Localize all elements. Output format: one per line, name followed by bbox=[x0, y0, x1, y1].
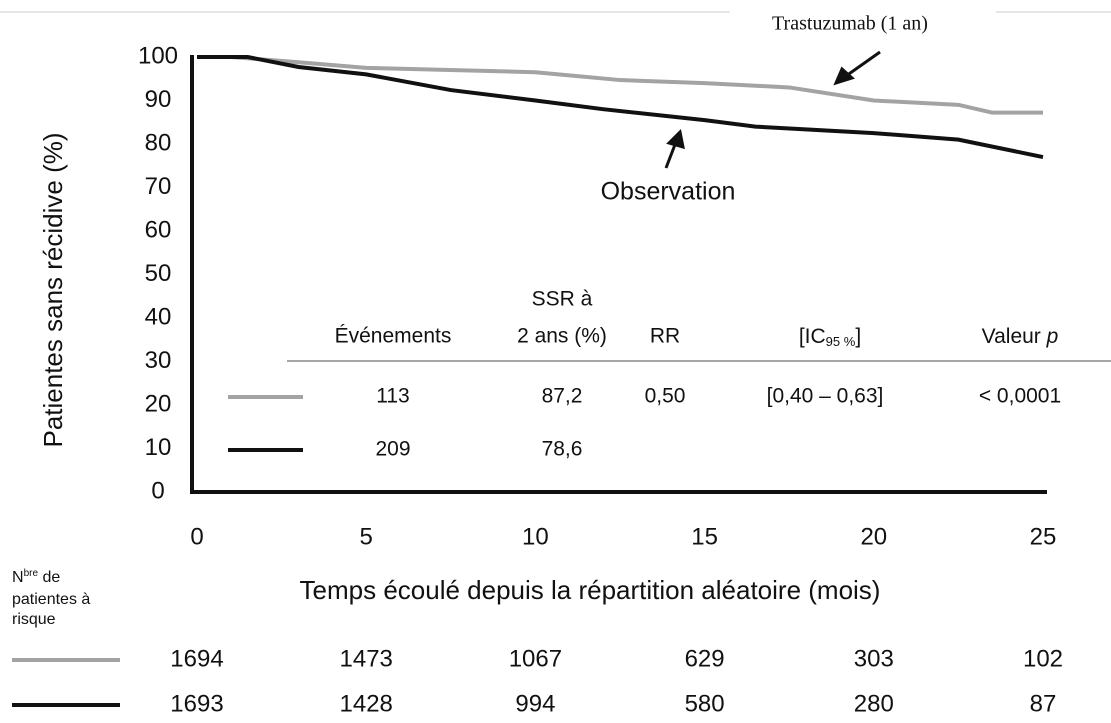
at-risk-count: 994 bbox=[515, 690, 555, 717]
table-cell: 113 bbox=[376, 385, 409, 408]
y-tick-label: 100 bbox=[138, 42, 178, 69]
annotation: Trastuzumab (1 an) bbox=[772, 13, 928, 35]
table-cell: 209 bbox=[375, 438, 410, 461]
label-part: de bbox=[38, 569, 60, 586]
at-risk-count: 1473 bbox=[340, 645, 393, 672]
x-tick-label: 0 bbox=[190, 523, 203, 550]
at-risk-label: patientes à bbox=[12, 591, 90, 608]
at-risk-count: 303 bbox=[854, 645, 894, 672]
at-risk-count: 580 bbox=[685, 690, 725, 717]
table-cell: 78,6 bbox=[542, 438, 583, 461]
y-tick-label: 90 bbox=[145, 86, 172, 113]
arrows bbox=[664, 50, 881, 169]
x-tick-label: 25 bbox=[1030, 523, 1057, 550]
at-risk-count: 102 bbox=[1023, 645, 1063, 672]
header-part: Valeur bbox=[982, 325, 1041, 348]
y-tick-label: 20 bbox=[145, 390, 172, 417]
header: 2 ans (%) bbox=[517, 325, 607, 348]
arrow bbox=[664, 141, 678, 169]
at-risk-label: Nbre de bbox=[12, 568, 60, 587]
header-part: p bbox=[1046, 325, 1059, 348]
table-cell: [0,40 – 0,63] bbox=[767, 385, 884, 408]
header-part: ] bbox=[855, 325, 861, 348]
survival-curve bbox=[197, 55, 1044, 160]
y-tick-label: 70 bbox=[145, 173, 172, 200]
x-tick-label: 5 bbox=[360, 523, 373, 550]
y-axis-label: Patientes sans récidive (%) bbox=[38, 132, 68, 447]
survival-curve bbox=[197, 55, 1043, 115]
y-tick-label: 60 bbox=[145, 216, 172, 243]
at-risk-label: risque bbox=[12, 611, 56, 628]
arrowhead bbox=[833, 66, 855, 86]
arrow bbox=[845, 50, 881, 78]
x-tick-label: 20 bbox=[860, 523, 887, 550]
at-risk-count: 87 bbox=[1030, 690, 1057, 717]
header: Valeur p bbox=[982, 325, 1059, 348]
y-tick-label: 30 bbox=[145, 347, 172, 374]
x-tick-label: 10 bbox=[522, 523, 549, 550]
table-cell: < 0,0001 bbox=[979, 385, 1061, 408]
at-risk-count: 1428 bbox=[340, 690, 393, 717]
header-part: [IC bbox=[799, 325, 826, 348]
at-risk-count: 629 bbox=[685, 645, 725, 672]
x-axis-label: Temps écoulé depuis la répartition aléat… bbox=[300, 575, 881, 605]
header-sub: 95 % bbox=[826, 334, 856, 349]
x-tick-label: 15 bbox=[691, 523, 718, 550]
y-tick-label: 80 bbox=[145, 129, 172, 156]
header: Événements bbox=[335, 325, 452, 348]
header: SSR à bbox=[532, 288, 593, 311]
table-header: Événements SSR à 2 ans (%) RR [IC95 %] V… bbox=[335, 288, 1059, 350]
table-cell: 87,2 bbox=[542, 385, 583, 408]
header: [IC95 %] bbox=[799, 325, 861, 350]
at-risk-count: 1693 bbox=[170, 690, 223, 717]
at-risk-count: 1694 bbox=[170, 645, 223, 672]
annotation: Observation bbox=[601, 178, 736, 206]
y-tick-label: 40 bbox=[145, 303, 172, 330]
label-sup: bre bbox=[24, 568, 39, 579]
at-risk-count: 1067 bbox=[509, 645, 562, 672]
at-risk-count: 280 bbox=[854, 690, 894, 717]
y-tick-label: 0 bbox=[151, 477, 164, 504]
header: RR bbox=[650, 325, 680, 348]
arrowhead bbox=[666, 128, 685, 150]
table-cell: 0,50 bbox=[645, 385, 686, 408]
y-tick-label: 10 bbox=[145, 434, 172, 461]
y-tick-label: 50 bbox=[145, 260, 172, 287]
label-part: N bbox=[12, 569, 24, 586]
